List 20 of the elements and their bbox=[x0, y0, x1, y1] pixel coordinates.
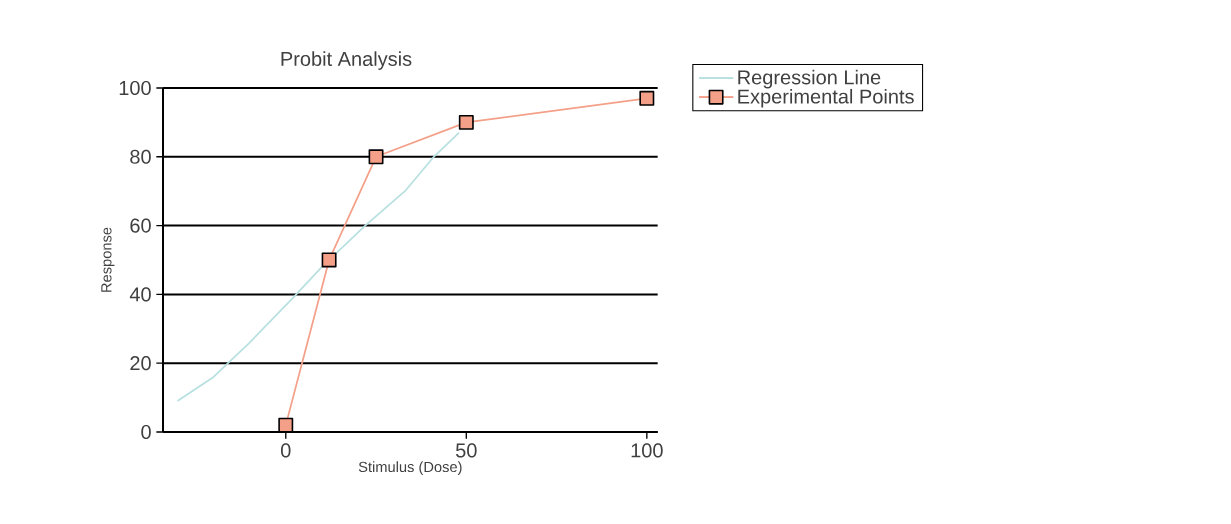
point bbox=[321, 252, 337, 268]
legend-label: Regression Line bbox=[738, 69, 881, 89]
point bbox=[368, 149, 384, 165]
chart-title: Probit Analysis bbox=[281, 51, 412, 70]
x-tick-label: 0 bbox=[280, 443, 291, 458]
y-tick-label: 0 bbox=[141, 424, 151, 440]
legend-label: Experimental Points bbox=[738, 88, 914, 108]
y-tick-label: 40 bbox=[129, 287, 151, 302]
x-axis-title: Stimulus (Dose) bbox=[358, 461, 462, 475]
line-series bbox=[176, 131, 460, 402]
point bbox=[278, 417, 294, 433]
y-tick-label: 60 bbox=[130, 218, 151, 233]
y-axis-title: Response bbox=[101, 227, 115, 292]
y-tick-label: 80 bbox=[130, 149, 151, 164]
y-tick-label: 20 bbox=[130, 356, 151, 371]
x-tick-label: 100 bbox=[631, 443, 663, 458]
y-tick-label: 100 bbox=[119, 80, 151, 96]
point bbox=[458, 114, 474, 130]
point bbox=[639, 90, 655, 106]
x-tick-label: 50 bbox=[455, 443, 477, 458]
